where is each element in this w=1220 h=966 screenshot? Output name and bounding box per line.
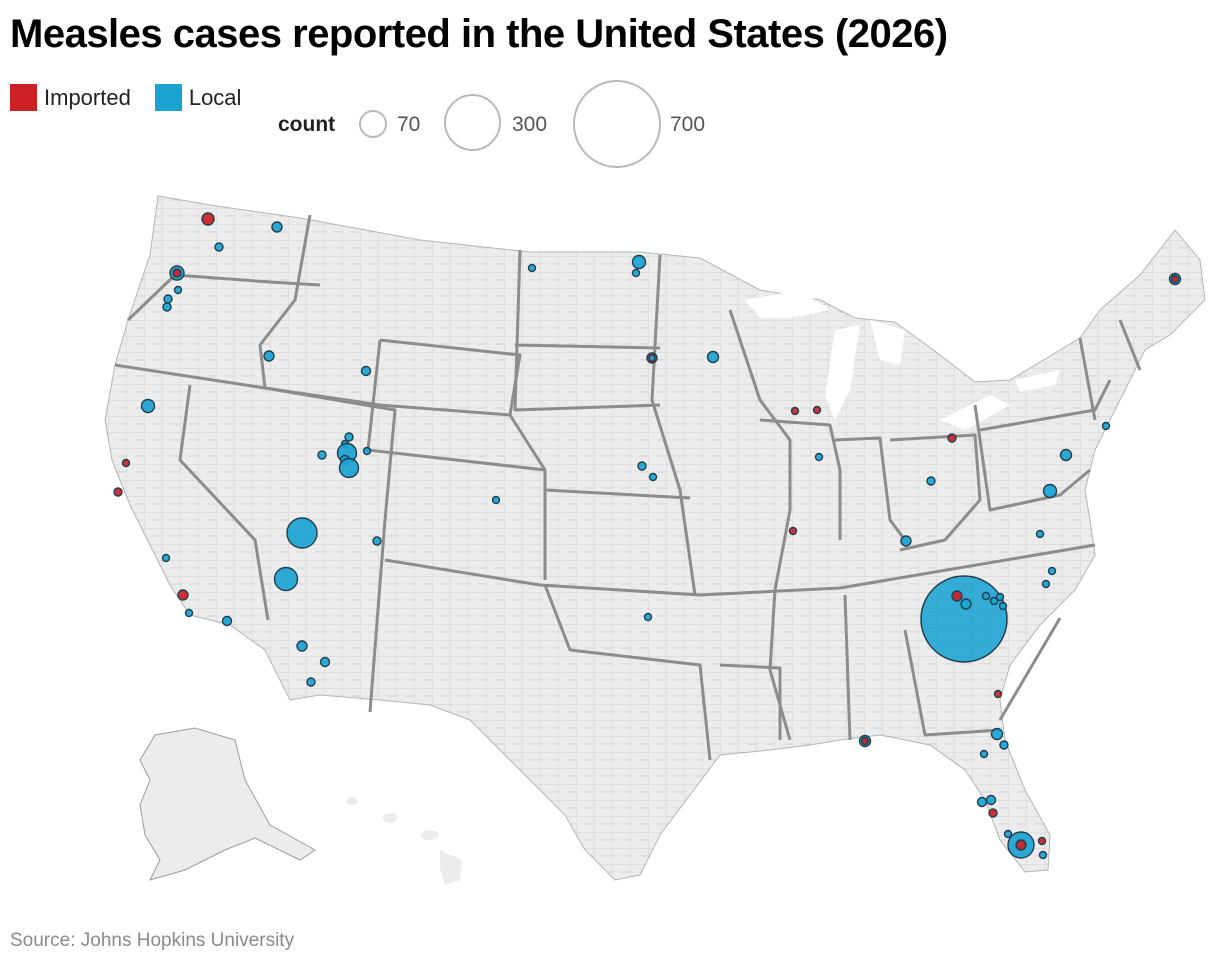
local-case-bubble [214,242,224,252]
local-case-bubble [1038,850,1048,860]
imported-case-bubble [790,406,800,416]
imported-case-bubble [121,458,131,468]
local-case-bubble [979,749,989,759]
local-case-bubble [221,615,233,627]
size-legend-title: count [278,113,336,136]
local-case-bubble [1101,421,1111,431]
local-case-bubble [976,796,988,808]
size-label-small: 70 [397,113,421,136]
imported-case-bubble [177,589,189,601]
size-ring-small-icon [359,110,387,138]
local-case-bubble [319,656,331,668]
local-swatch [154,84,182,111]
imported-case-bubble [947,433,957,443]
size-ring-large-icon [573,80,661,168]
local-case-bubble [995,592,1005,602]
chart-title: Measles cases reported in the United Sta… [10,12,948,56]
alaska-landmass [139,727,316,881]
local-case-bubble [960,598,972,610]
local-case-bubble [317,450,327,460]
local-case-bubble [1041,579,1051,589]
hawaii-islands [346,797,462,885]
local-case-bubble [1059,448,1073,462]
size-legend: count 70 300 700 [278,80,738,168]
legend-label-imported: Imported [44,84,131,110]
imported-case-bubble [113,487,123,497]
local-case-bubble [998,601,1008,611]
local-case-bubble [643,612,653,622]
imported-case-bubble [951,590,963,602]
local-case-bubble [648,472,658,482]
local-case-bubble [999,740,1009,750]
lower-48-landmass [104,195,1206,881]
local-case-bubble [648,354,656,362]
source-note: Source: Johns Hopkins University [10,930,295,951]
legend-label-local: Local [188,84,242,110]
local-case-bubble [338,457,360,479]
us-map [104,195,1206,885]
imported-case-bubble [988,808,998,818]
local-case-bubble [631,254,647,270]
local-case-bubble [985,794,997,806]
local-case-bubble [1047,566,1057,576]
local-case-bubble [706,350,720,364]
local-case-bubble [491,495,501,505]
size-label-large: 700 [670,113,706,136]
local-case-bubble [173,285,183,295]
legend-item-imported: Imported [10,84,131,111]
local-case-bubble [296,640,308,652]
local-case-bubble [926,476,936,486]
local-case-bubble [920,575,1008,663]
local-case-bubble [527,263,537,273]
local-case-bubble [362,446,372,456]
local-case-bubble [989,596,999,606]
imported-case-bubble [1037,836,1047,846]
imported-case-bubble [860,736,870,746]
local-case-bubble [273,566,299,592]
local-case-bubble [900,535,912,547]
local-case-bubble [360,365,372,377]
local-case-bubble [163,294,173,304]
state-borders [114,214,1142,761]
size-ring-medium-icon [444,94,501,151]
imported-case-bubble [812,405,822,415]
local-case-bubble [1042,483,1058,499]
local-case-bubble [372,536,382,546]
local-case-bubble [814,452,824,462]
legend-item-local: Local [154,84,242,111]
local-case-bubble [162,302,172,312]
imported-swatch [10,84,37,111]
local-case-bubble [140,398,156,414]
imported-case-bubble [1170,274,1180,284]
imported-case-bubble [788,526,798,536]
local-case-bubble [286,517,318,549]
imported-case-bubble [172,268,182,278]
local-case-bubble [271,221,283,233]
imported-case-bubble [993,689,1003,699]
local-case-bubble [344,432,354,442]
size-label-medium: 300 [512,113,548,136]
local-case-bubble [161,553,171,563]
case-bubbles [113,212,1182,860]
local-case-bubble [1035,529,1045,539]
local-case-bubble [184,608,194,618]
local-case-bubble [981,591,991,601]
imported-case-bubble [1015,839,1027,851]
local-case-bubble [306,677,316,687]
local-case-bubble [637,461,647,471]
local-case-bubble [631,268,641,278]
imported-case-bubble [201,212,215,226]
local-case-bubble [990,727,1004,741]
local-case-bubble [263,350,275,362]
color-legend: Imported Local [10,84,257,111]
local-case-bubble [1003,829,1013,839]
